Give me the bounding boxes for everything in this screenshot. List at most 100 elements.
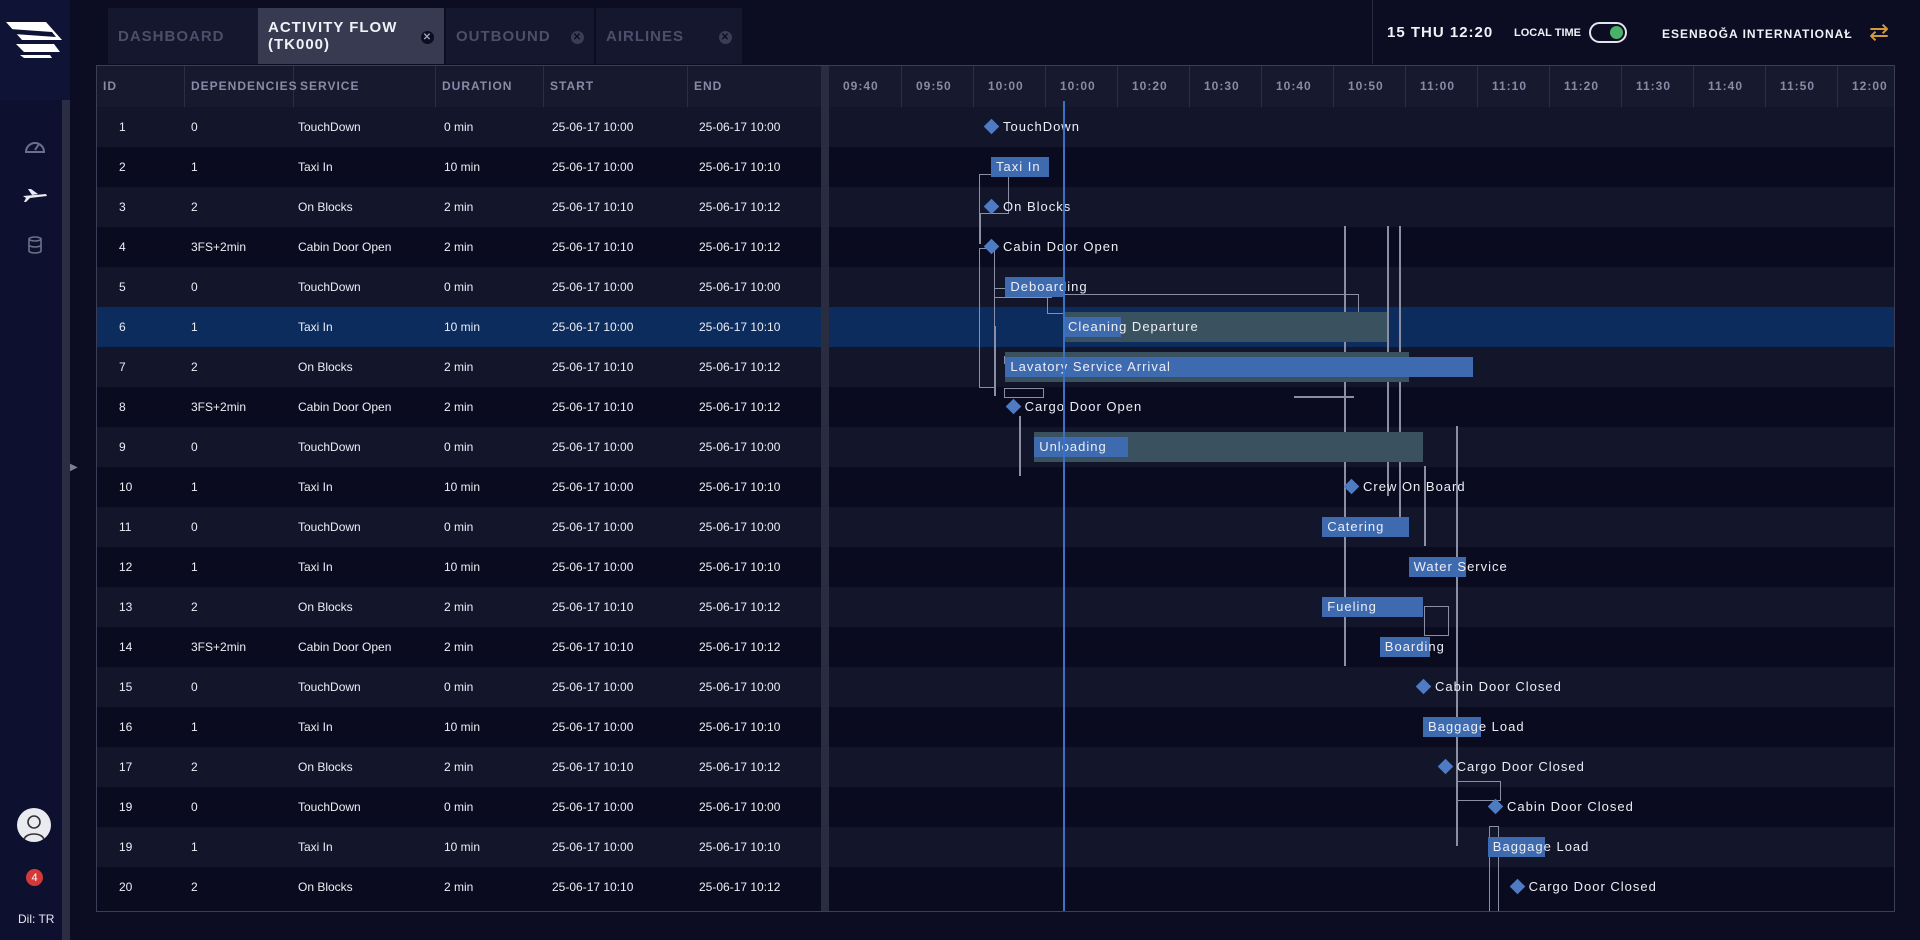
airport-selector[interactable]: ESENBOĞA INTERNATIONAL (1662, 27, 1853, 41)
cell-end: 25-06-17 10:00 (699, 440, 781, 454)
cell-start: 25-06-17 10:00 (552, 160, 634, 174)
time-tick-label: 10:20 (1117, 66, 1189, 107)
close-tab-icon[interactable]: ✕ (719, 31, 732, 44)
language-selector[interactable]: Dil: TR (18, 912, 55, 926)
close-tab-icon[interactable]: ✕ (421, 31, 434, 44)
cell-end: 25-06-17 10:10 (699, 160, 781, 174)
cell-end: 25-06-17 10:10 (699, 480, 781, 494)
cell-dependencies: 1 (191, 480, 198, 494)
cell-dependencies: 1 (191, 160, 198, 174)
cell-service: TouchDown (298, 520, 361, 534)
table-row[interactable]: 19 0 TouchDown 0 min 25-06-17 10:00 25-06-17 … (97, 787, 821, 827)
task-bar[interactable] (1423, 717, 1481, 737)
task-label: Water Service (1413, 559, 1508, 574)
task-label: Lavatory Service Arrival (1010, 359, 1171, 374)
cell-dependencies: 0 (191, 800, 198, 814)
task-bar[interactable] (1408, 557, 1467, 577)
cell-id: 19 (119, 840, 133, 854)
table-row[interactable]: 16 1 Taxi In 10 min 25-06-17 10:00 25-06-17 1… (97, 707, 821, 747)
task-bar[interactable] (991, 157, 1049, 177)
table-row[interactable]: 8 3FS+2min Cabin Door Open 2 min 25-06-17 10… (97, 387, 821, 427)
table-row[interactable]: 3 2 On Blocks 2 min 25-06-17 10:10 25-06-17 1… (97, 187, 821, 227)
cell-end: 25-06-17 10:00 (699, 280, 781, 294)
task-bar[interactable] (1063, 317, 1121, 337)
table-row[interactable]: 13 2 On Blocks 2 min 25-06-17 10:10 25-06-17 … (97, 587, 821, 627)
time-tick-label: 10:30 (1189, 66, 1261, 107)
cell-duration: 0 min (444, 120, 474, 134)
chevron-down-icon[interactable]: ⌄ (1841, 22, 1853, 38)
dependency-connector (1294, 396, 1354, 398)
cell-start: 25-06-17 10:10 (552, 240, 634, 254)
time-tick-label: 09:40 (843, 79, 879, 93)
time-tick-label: 12:00 (1837, 66, 1894, 107)
table-row[interactable]: 5 0 TouchDown 0 min 25-06-17 10:00 25-06-17 1… (97, 267, 821, 307)
database-icon[interactable] (20, 230, 50, 260)
task-bar[interactable] (1322, 517, 1409, 537)
swap-icon[interactable]: ⇄ (1869, 19, 1890, 46)
task-bar[interactable] (1005, 357, 1474, 377)
airline-logo-icon (6, 22, 62, 58)
table-row[interactable]: 20 2 On Blocks 2 min 25-06-17 10:10 25-06-17 … (97, 867, 821, 907)
cell-service: Taxi In (298, 560, 333, 574)
plane-icon[interactable] (20, 180, 50, 210)
task-bar[interactable] (1487, 837, 1546, 857)
cell-duration: 0 min (444, 800, 474, 814)
task-bar[interactable] (1379, 637, 1431, 657)
close-tab-icon[interactable]: ✕ (571, 31, 584, 44)
tab-activity-flow[interactable]: ACTIVITY FLOW (TK000) ✕ (258, 8, 444, 64)
sidebar-collapse-icon[interactable]: ▶ (70, 462, 78, 473)
task-bar[interactable] (1005, 277, 1063, 297)
toggle-knob (1610, 26, 1623, 39)
avatar[interactable] (17, 808, 51, 842)
column-header-start[interactable]: START (544, 66, 688, 107)
task-label: Cleaning Departure (1068, 319, 1199, 334)
table-row[interactable]: 4 3FS+2min Cabin Door Open 2 min 25-06-17 10… (97, 227, 821, 267)
gauge-icon[interactable] (20, 130, 50, 160)
header-divider (1372, 0, 1373, 64)
task-label: Baggage Load (1492, 839, 1590, 854)
time-tick-label: 10:00 (973, 66, 1045, 107)
cell-dependencies: 3FS+2min (191, 400, 247, 414)
local-time-toggle[interactable] (1589, 22, 1627, 43)
dependency-connector (1047, 294, 1359, 314)
table-row[interactable]: 19 1 Taxi In 10 min 25-06-17 10:00 25-06-17 1… (97, 827, 821, 867)
cell-duration: 10 min (444, 720, 481, 734)
cell-dependencies: 2 (191, 760, 198, 774)
notification-badge[interactable]: 4 (26, 869, 43, 886)
tab-dashboard[interactable]: DASHBOARD (108, 8, 258, 64)
tab-outbound[interactable]: OUTBOUND ✕ (446, 8, 594, 64)
cell-duration: 2 min (444, 200, 474, 214)
table-row[interactable]: 14 3FS+2min Cabin Door Open 2 min 25-06-17 1… (97, 627, 821, 667)
column-header-duration[interactable]: DURATION (436, 66, 544, 107)
panel-splitter[interactable] (821, 66, 829, 911)
table-row[interactable]: 10 1 Taxi In 10 min 25-06-17 10:00 25-06-17 1… (97, 467, 821, 507)
task-bar[interactable] (1322, 597, 1423, 617)
table-row[interactable]: 6 1 Taxi In 10 min 25-06-17 10:00 25-06-17 10… (97, 307, 821, 347)
column-header-end[interactable]: END (694, 79, 723, 93)
cell-end: 25-06-17 10:10 (699, 840, 781, 854)
dependency-connector (1424, 466, 1426, 546)
table-row[interactable]: 15 0 TouchDown 0 min 25-06-17 10:00 25-06-17 … (97, 667, 821, 707)
task-label: Catering (1327, 519, 1385, 534)
cell-start: 25-06-17 10:00 (552, 720, 634, 734)
table-row[interactable]: 2 1 Taxi In 10 min 25-06-17 10:00 25-06-17 10… (97, 147, 821, 187)
cell-duration: 0 min (444, 440, 474, 454)
column-header-service[interactable]: SERVICE (294, 66, 436, 107)
task-label: Cargo Door Closed (1456, 759, 1585, 774)
timeline-row (829, 707, 1894, 747)
table-row[interactable]: 11 0 TouchDown 0 min 25-06-17 10:00 25-06-17 … (97, 507, 821, 547)
table-row[interactable]: 7 2 On Blocks 2 min 25-06-17 10:10 25-06-17 1… (97, 347, 821, 387)
tab-airlines[interactable]: AIRLINES ✕ (596, 8, 742, 64)
column-header-dependencies[interactable]: DEPENDENCIES (185, 66, 297, 107)
table-row[interactable]: 12 1 Taxi In 10 min 25-06-17 10:00 25-06-17 1… (97, 547, 821, 587)
cell-end: 25-06-17 10:00 (699, 800, 781, 814)
table-row[interactable]: 1 0 TouchDown 0 min 25-06-17 10:00 25-06-17 1… (97, 107, 821, 147)
task-bar[interactable] (1034, 437, 1128, 457)
cell-id: 1 (119, 120, 126, 134)
cell-start: 25-06-17 10:00 (552, 520, 634, 534)
column-header-id[interactable]: ID (97, 66, 185, 107)
table-row[interactable]: 9 0 TouchDown 0 min 25-06-17 10:00 25-06-17 1… (97, 427, 821, 467)
task-label: Crew On Board (1363, 479, 1466, 494)
local-time-label: LOCAL TIME (1514, 27, 1582, 39)
table-row[interactable]: 17 2 On Blocks 2 min 25-06-17 10:10 25-06-17 … (97, 747, 821, 787)
